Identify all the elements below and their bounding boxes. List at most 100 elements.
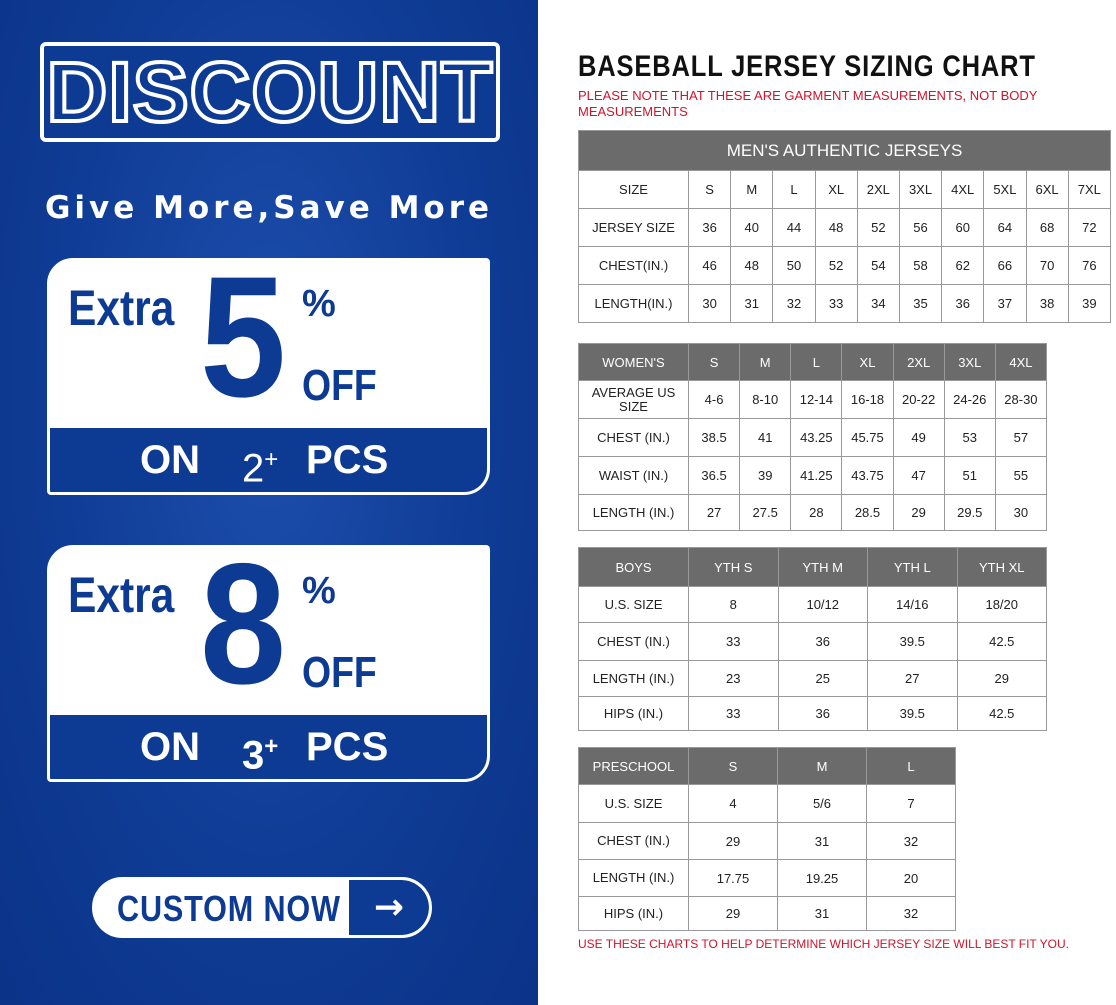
table-cell: 51 bbox=[943, 456, 996, 495]
header-cell: 3XL bbox=[898, 170, 943, 209]
table-cell: 40 bbox=[730, 208, 774, 247]
table-cell: 38.5 bbox=[687, 418, 741, 457]
row-label: WAIST (IN.) bbox=[578, 456, 689, 495]
table-row: CHEST(IN.) 46 48 50 52 54 58 62 66 70 76 bbox=[578, 246, 1112, 285]
custom-now-button[interactable]: CUSTOM NOW → bbox=[92, 877, 432, 938]
table-cell: 17.75 bbox=[688, 859, 778, 897]
table-row: AVERAGE US SIZE 4-6 8-10 12-14 16-18 20-22 24-… bbox=[578, 380, 1047, 419]
preschool-table: PRESCHOOL S M L U.S. SIZE 4 5/6 7 CHEST (IN.) 29 3… bbox=[578, 747, 956, 931]
table-cell: 36 bbox=[941, 284, 985, 323]
header-cell: 5XL bbox=[983, 170, 1027, 209]
table-cell: 33 bbox=[814, 284, 858, 323]
header-cell: YTH M bbox=[777, 547, 868, 587]
header-row: WOMEN'S S M L XL 2XL 3XL 4XL bbox=[578, 343, 1047, 381]
header-cell: XL bbox=[841, 343, 894, 381]
table-cell: 29 bbox=[688, 822, 778, 860]
table-row: CHEST (IN.) 29 31 32 bbox=[578, 822, 956, 860]
table-cell: 29 bbox=[956, 660, 1047, 697]
table-cell: 25 bbox=[777, 660, 868, 697]
table-cell: 38 bbox=[1025, 284, 1069, 323]
header-cell: S bbox=[688, 747, 778, 785]
table-cell: 33 bbox=[688, 622, 779, 661]
header-cell: 4XL bbox=[941, 170, 985, 209]
table-cell: 68 bbox=[1025, 208, 1069, 247]
table-row: JERSEY SIZE 36 40 44 48 52 56 60 64 68 72 bbox=[578, 208, 1112, 247]
footer-note: USE THESE CHARTS TO HELP DETERMINE WHICH… bbox=[578, 937, 1070, 951]
table-cell: 27.5 bbox=[739, 494, 792, 531]
table-row: LENGTH (IN.) 27 27.5 28 28.5 29 29.5 30 bbox=[578, 494, 1047, 531]
quantity-bar: ON 3+ PCS bbox=[50, 715, 487, 779]
table-cell: 32 bbox=[866, 896, 956, 931]
table-cell: 27 bbox=[687, 494, 741, 531]
discount-value: 5 bbox=[200, 258, 287, 433]
quantity-bar: ON 2+ PCS bbox=[50, 428, 487, 492]
table-cell: 48 bbox=[814, 208, 858, 247]
table-cell: 28-30 bbox=[994, 380, 1047, 419]
table-cell: 20-22 bbox=[892, 380, 945, 419]
table-cell: 39 bbox=[739, 456, 792, 495]
table-cell: 33 bbox=[688, 696, 779, 731]
header-row: PRESCHOOL S M L bbox=[578, 747, 956, 785]
table-cell: 36 bbox=[687, 208, 732, 247]
table-cell: 36 bbox=[777, 622, 868, 661]
table-cell: 4 bbox=[688, 784, 778, 823]
table-cell: 39 bbox=[1067, 284, 1112, 323]
pcs-label: PCS bbox=[306, 725, 389, 769]
discount-value: 8 bbox=[200, 545, 287, 720]
table-cell: 41.25 bbox=[790, 456, 843, 495]
table-cell: 32 bbox=[866, 822, 956, 860]
on-label: ON bbox=[140, 438, 200, 482]
table-cell: 72 bbox=[1067, 208, 1112, 247]
table-cell: 42.5 bbox=[956, 696, 1047, 731]
row-label: HIPS (IN.) bbox=[578, 696, 689, 731]
header-cell: 3XL bbox=[943, 343, 996, 381]
table-row: CHEST (IN.) 38.5 41 43.25 45.75 49 53 57 bbox=[578, 418, 1047, 457]
table-cell: 64 bbox=[983, 208, 1027, 247]
header-cell: BOYS bbox=[578, 547, 689, 587]
boys-table: BOYS YTH S YTH M YTH L YTH XL U.S. SIZE 8 10/12… bbox=[578, 547, 1047, 731]
header-cell: SIZE bbox=[578, 170, 689, 209]
table-cell: 23 bbox=[688, 660, 779, 697]
table-cell: 56 bbox=[898, 208, 943, 247]
table-cell: 10/12 bbox=[777, 586, 868, 623]
table-row: LENGTH (IN.) 23 25 27 29 bbox=[578, 660, 1047, 697]
row-label: LENGTH (IN.) bbox=[578, 859, 689, 897]
row-label: JERSEY SIZE bbox=[578, 208, 689, 247]
discount-title: DISCOUNT bbox=[40, 42, 500, 142]
row-label: U.S. SIZE bbox=[578, 784, 689, 823]
table-row: LENGTH (IN.) 17.75 19.25 20 bbox=[578, 859, 956, 897]
table-cell: 62 bbox=[941, 246, 985, 285]
header-cell: 7XL bbox=[1067, 170, 1112, 209]
table-cell: 37 bbox=[983, 284, 1027, 323]
header-cell: 2XL bbox=[856, 170, 900, 209]
table-caption: MEN'S AUTHENTIC JERSEYS bbox=[578, 130, 1111, 171]
row-label: U.S. SIZE bbox=[578, 586, 689, 623]
offer-card-5: Extra 5 % OFF ON 2+ PCS bbox=[47, 258, 490, 495]
row-label: AVERAGE US SIZE bbox=[578, 380, 689, 419]
off-label: OFF bbox=[302, 361, 377, 410]
table-cell: 4-6 bbox=[687, 380, 741, 419]
table-cell: 29 bbox=[688, 896, 778, 931]
header-cell: 4XL bbox=[994, 343, 1047, 381]
table-cell: 66 bbox=[983, 246, 1027, 285]
table-cell: 8-10 bbox=[739, 380, 792, 419]
table-cell: 49 bbox=[892, 418, 945, 457]
table-cell: 34 bbox=[856, 284, 900, 323]
table-cell: 7 bbox=[866, 784, 956, 823]
table-cell: 14/16 bbox=[867, 586, 958, 623]
table-cell: 46 bbox=[687, 246, 732, 285]
table-cell: 48 bbox=[730, 246, 774, 285]
table-cell: 36 bbox=[777, 696, 868, 731]
offer-card-8: Extra 8 % OFF ON 3+ PCS bbox=[47, 545, 490, 782]
table-cell: 30 bbox=[687, 284, 732, 323]
percent-sign: % bbox=[302, 283, 336, 325]
on-label: ON bbox=[140, 725, 200, 769]
table-cell: 52 bbox=[856, 208, 900, 247]
table-cell: 18/20 bbox=[956, 586, 1047, 623]
table-cell: 76 bbox=[1067, 246, 1112, 285]
table-cell: 24-26 bbox=[943, 380, 996, 419]
header-cell: M bbox=[739, 343, 792, 381]
table-cell: 36.5 bbox=[687, 456, 741, 495]
table-row: WAIST (IN.) 36.5 39 41.25 43.75 47 51 55 bbox=[578, 456, 1047, 495]
header-cell: WOMEN'S bbox=[578, 343, 689, 381]
